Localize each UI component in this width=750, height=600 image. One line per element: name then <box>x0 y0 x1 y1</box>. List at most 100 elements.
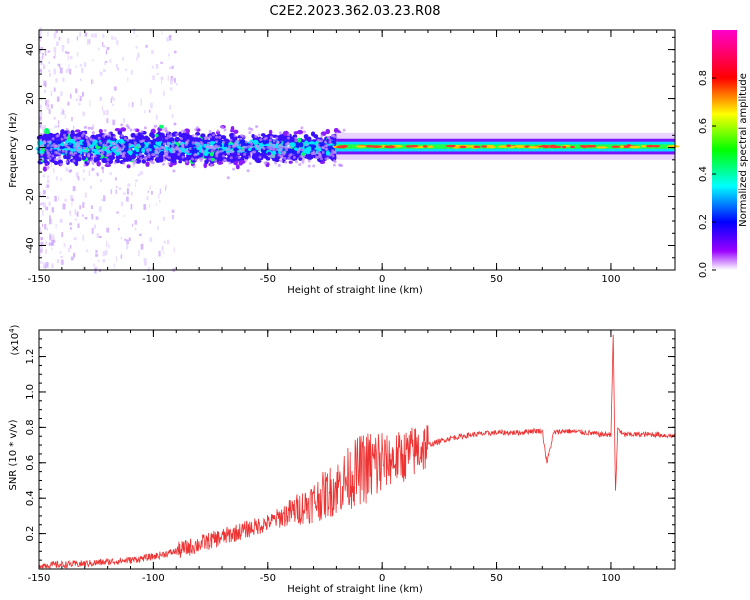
heat-speck <box>47 31 49 37</box>
heat-speck <box>64 113 66 119</box>
heat-speck <box>41 126 45 132</box>
heat-halo <box>167 162 171 166</box>
line-peak <box>481 145 488 148</box>
heat-speck <box>51 161 53 168</box>
x-tick-label: -50 <box>260 573 276 584</box>
heat-halo <box>103 128 107 132</box>
heat-halo <box>333 135 337 139</box>
heat-blob <box>57 140 62 145</box>
heat-speck <box>91 213 94 220</box>
heat-speck <box>149 185 151 190</box>
heat-speck <box>168 35 171 38</box>
heat-speck <box>115 189 117 195</box>
heat-halo <box>68 169 72 173</box>
heat-halo <box>73 138 77 142</box>
heat-halo <box>294 139 298 143</box>
heat-speck <box>82 266 84 271</box>
snr-line-layer <box>38 334 676 570</box>
heat-speck <box>53 55 56 59</box>
heat-halo <box>195 144 199 148</box>
heat-speck <box>171 114 174 119</box>
heat-speck <box>149 220 151 224</box>
heat-speck <box>168 53 170 57</box>
heat-halo <box>133 144 137 148</box>
heat-halo <box>74 145 78 149</box>
heat-halo <box>128 142 132 146</box>
heat-halo <box>255 144 259 148</box>
line-peak <box>473 145 481 149</box>
heat-blob <box>235 164 240 170</box>
heat-speck <box>40 249 43 253</box>
heat-halo <box>215 135 219 139</box>
heat-speck <box>135 182 137 188</box>
heat-blob <box>181 132 187 138</box>
heat-halo <box>148 141 152 145</box>
heat-speck <box>61 48 64 52</box>
heat-halo <box>328 153 332 157</box>
heat-speck <box>39 45 41 49</box>
heat-halo <box>257 133 261 137</box>
heat-speck <box>128 237 131 242</box>
heat-halo <box>105 147 109 151</box>
heat-blob <box>81 155 87 161</box>
heat-speck <box>39 244 42 251</box>
heat-halo <box>227 147 231 151</box>
heat-speck <box>56 258 60 264</box>
heat-halo <box>258 155 262 159</box>
heat-halo <box>218 135 222 139</box>
heat-halo <box>219 149 223 153</box>
heat-speck <box>57 125 60 128</box>
heat-halo <box>184 143 188 147</box>
heat-blob <box>161 139 168 143</box>
heat-halo <box>312 150 316 154</box>
heat-blob <box>65 155 71 160</box>
heat-halo <box>212 133 216 137</box>
heat-speck <box>86 39 89 45</box>
heat-speck <box>56 96 60 102</box>
heat-speck <box>41 194 45 197</box>
heat-speck <box>69 222 73 226</box>
x-tick-label: -100 <box>142 573 165 584</box>
heat-halo <box>227 145 231 149</box>
heat-speck <box>90 185 92 190</box>
heat-speck <box>62 157 65 160</box>
heat-halo <box>287 133 291 137</box>
heat-speck <box>42 174 46 178</box>
heat-speck <box>89 100 91 107</box>
heat-halo <box>80 134 84 138</box>
heat-speck <box>68 248 71 253</box>
heat-speck <box>120 254 123 259</box>
heat-halo <box>332 163 336 167</box>
heat-halo <box>106 162 110 166</box>
heat-speck <box>47 175 50 179</box>
heat-speck <box>79 78 82 82</box>
heat-speck <box>125 68 128 71</box>
heat-blob <box>186 155 191 161</box>
heat-blob <box>310 144 317 149</box>
heat-halo <box>56 133 60 137</box>
line-peak <box>619 145 625 148</box>
heat-speck <box>146 196 149 201</box>
heat-halo <box>46 140 50 144</box>
heat-speck <box>91 33 94 38</box>
heat-speck <box>52 239 56 243</box>
heat-speck <box>95 253 99 257</box>
heat-halo <box>223 128 227 132</box>
heat-speck <box>116 40 119 45</box>
heat-speck <box>160 61 163 65</box>
heat-halo <box>294 136 298 140</box>
heat-speck <box>44 83 47 88</box>
heat-blob <box>262 139 268 145</box>
heat-speck <box>55 78 58 83</box>
heat-speck <box>69 210 71 214</box>
heat-halo <box>177 152 181 156</box>
heat-halo <box>324 144 328 148</box>
heat-halo <box>115 149 119 153</box>
heat-blob <box>209 141 216 145</box>
heat-halo <box>51 137 55 141</box>
heat-blob <box>36 150 44 154</box>
heat-halo <box>262 146 266 150</box>
heat-halo <box>259 138 263 142</box>
heat-speck <box>130 204 133 210</box>
heat-speck <box>147 266 150 272</box>
